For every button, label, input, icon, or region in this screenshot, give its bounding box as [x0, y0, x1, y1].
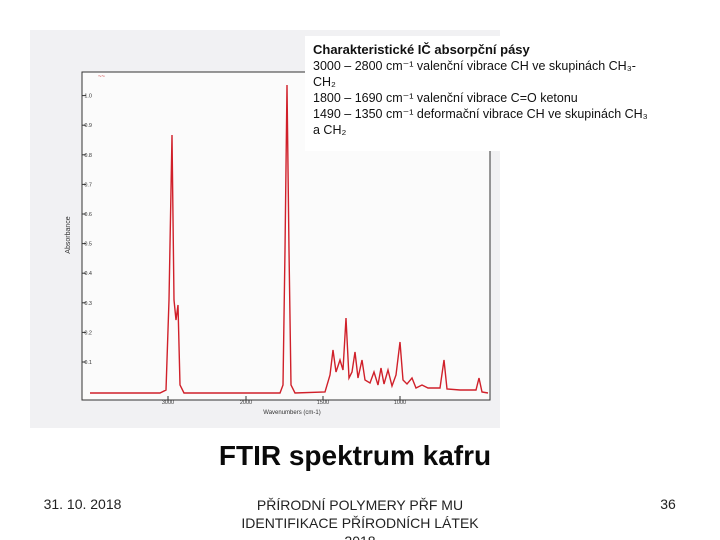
spectrum-line	[90, 84, 489, 394]
info-line: CH₂	[313, 75, 336, 89]
x-axis-label: Wavenumbers (cm-1)	[263, 410, 320, 416]
x-ticks: 3000 2000 1500 1000	[162, 396, 406, 406]
y-tick-label: 0.5	[84, 242, 92, 248]
sample-label: ~~	[98, 74, 106, 80]
date: 31. 10. 2018	[43, 496, 122, 512]
y-tick-label: 0.9	[84, 123, 92, 129]
info-line: 1490 – 1350 cm⁻¹ deformační vibrace CH v…	[313, 107, 648, 121]
slide-title: FTIR spektrum kafru	[218, 440, 492, 471]
page-number: 36	[660, 496, 676, 512]
y-tick-label: 0.4	[84, 271, 92, 277]
info-line: a CH₂	[313, 123, 347, 137]
y-tick-label: 0.6	[84, 212, 92, 218]
y-tick-label: 0.3	[84, 301, 92, 307]
info-lines: 3000 – 2800 cm⁻¹ valenční vibrace CH ve …	[313, 58, 682, 138]
y-tick-label: 1.0	[84, 94, 92, 100]
x-tick-label: 2000	[240, 400, 252, 406]
info-line: 1800 – 1690 cm⁻¹ valenční vibrace C=O ke…	[313, 91, 578, 105]
info-line: 3000 – 2800 cm⁻¹ valenční vibrace CH ve …	[313, 59, 636, 73]
y-tick-label: 0.1	[84, 360, 92, 366]
footer: PŘÍRODNÍ POLYMERY PŘF MU IDENTIFIKACE PŘ…	[241, 497, 479, 540]
y-tick-label: 0.7	[84, 182, 92, 188]
info-title: Charakteristické IČ absorpční pásy	[313, 42, 530, 57]
y-ticks: 0.1 0.2 0.3 0.4 0.5 0.6 0.7 0.8 0.9 1.0	[82, 94, 92, 366]
y-tick-label: 0.8	[84, 153, 92, 159]
x-tick-label: 1000	[394, 400, 406, 406]
x-tick-label: 1500	[317, 400, 329, 406]
y-axis-label: Absorbance	[65, 216, 72, 253]
info-box: Charakteristické IČ absorpční pásy 3000 …	[305, 36, 690, 151]
x-tick-label: 3000	[162, 400, 174, 406]
y-tick-label: 0.2	[84, 330, 92, 336]
